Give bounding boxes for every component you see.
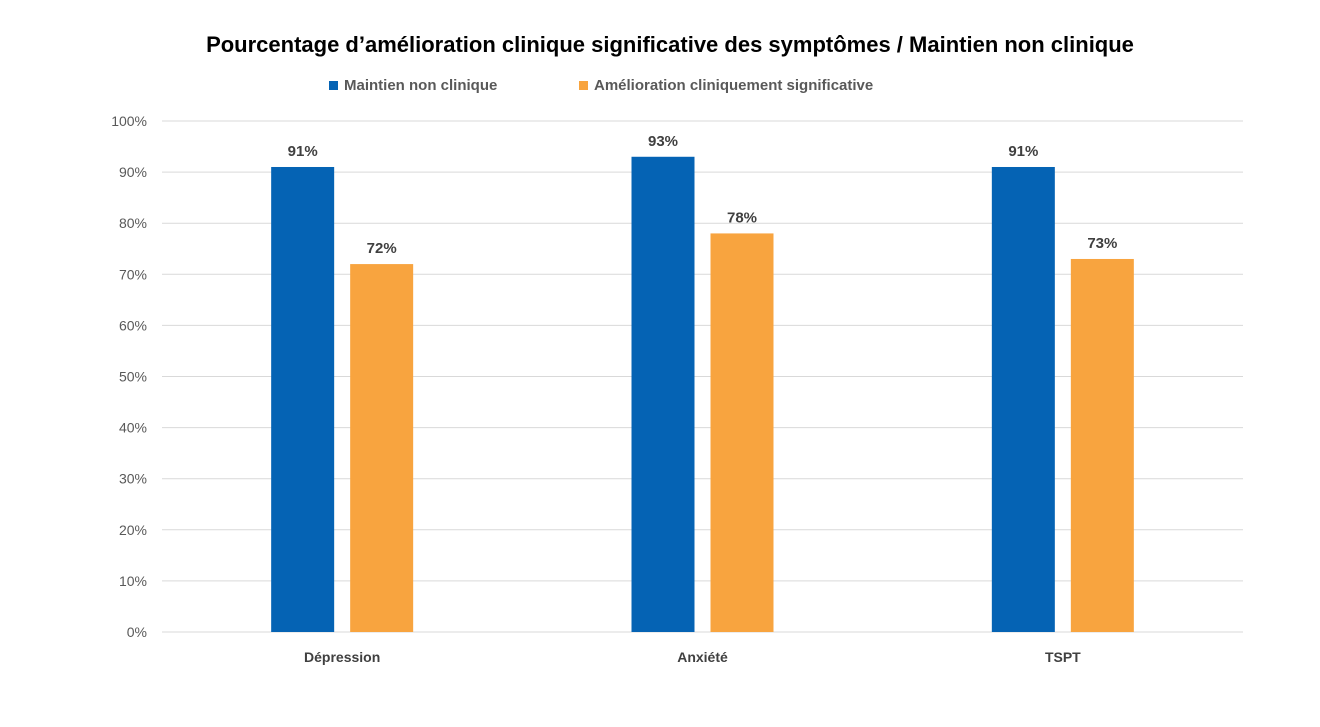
x-tick-label: TSPT — [1045, 649, 1081, 665]
x-tick-label: Anxiété — [677, 649, 728, 665]
bar — [631, 156, 695, 632]
legend-label-maintien: Maintien non clinique — [344, 77, 498, 94]
data-label: 72% — [367, 240, 397, 257]
y-tick-label: 80% — [119, 215, 147, 231]
chart-title: Pourcentage d’amélioration clinique sign… — [206, 32, 1134, 57]
bar — [710, 233, 774, 633]
y-tick-label: 30% — [119, 471, 147, 487]
bar — [271, 166, 335, 633]
bar — [1070, 258, 1134, 632]
y-tick-label: 60% — [119, 317, 147, 333]
y-tick-label: 20% — [119, 522, 147, 538]
y-tick-label: 40% — [119, 420, 147, 436]
y-tick-label: 0% — [127, 624, 147, 640]
y-tick-label: 90% — [119, 164, 147, 180]
legend-swatch-maintien — [329, 81, 338, 90]
legend-label-amelioration: Amélioration cliniquement significative — [594, 77, 874, 94]
y-tick-label: 10% — [119, 573, 147, 589]
legend-swatch-amelioration — [579, 81, 588, 90]
data-label: 73% — [1087, 235, 1117, 252]
legend-item-amelioration: Amélioration cliniquement significative — [579, 77, 873, 94]
data-label: 91% — [1008, 143, 1038, 160]
y-tick-label: 100% — [111, 113, 147, 129]
y-tick-label: 50% — [119, 369, 147, 385]
data-label: 93% — [648, 133, 678, 150]
data-label: 78% — [727, 209, 757, 226]
legend-item-maintien: Maintien non clinique — [329, 77, 497, 94]
bar — [991, 166, 1055, 633]
y-tick-label: 70% — [119, 266, 147, 282]
data-label: 91% — [288, 143, 318, 160]
bar — [350, 264, 414, 632]
x-tick-label: Dépression — [304, 649, 380, 665]
